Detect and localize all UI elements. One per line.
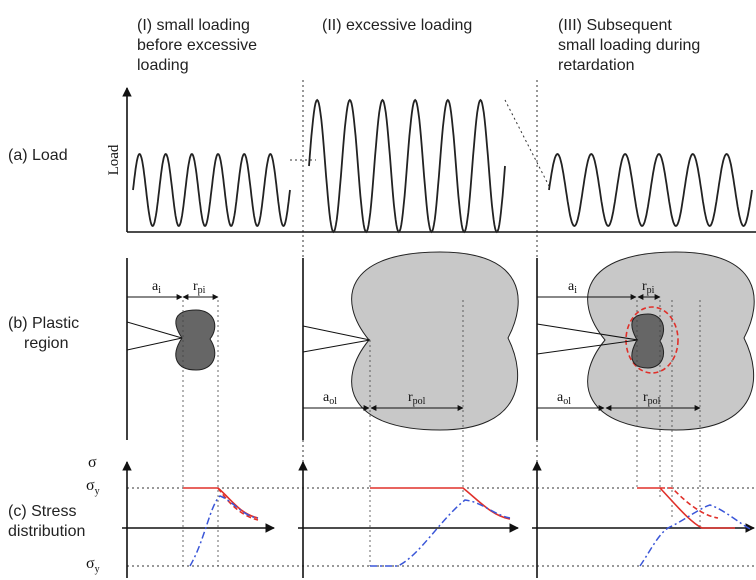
symbol-sub: pi bbox=[198, 285, 206, 296]
symbol: rpi bbox=[642, 279, 655, 296]
crack bbox=[536, 323, 639, 355]
symbol-main: r bbox=[193, 279, 198, 294]
load-waves bbox=[132, 98, 753, 234]
symbol-main: σ bbox=[86, 555, 95, 572]
row-label: (b) Plastic region bbox=[8, 315, 84, 352]
symbol: aol bbox=[557, 390, 571, 407]
symbol-sub: i bbox=[158, 285, 161, 296]
new-plastic-zone bbox=[625, 306, 679, 374]
load-wave bbox=[308, 98, 506, 234]
symbol: σy bbox=[86, 477, 100, 497]
symbol-main: r bbox=[642, 279, 647, 294]
line: region bbox=[24, 335, 68, 352]
symbol-sub: i bbox=[574, 285, 577, 296]
stress-curve bbox=[637, 487, 735, 529]
connector bbox=[290, 99, 550, 187]
crack bbox=[126, 321, 183, 351]
symbol-sub: pol bbox=[648, 396, 661, 407]
stress-curve bbox=[370, 487, 511, 520]
symbol: rpol bbox=[408, 390, 426, 407]
stress-curve bbox=[189, 495, 259, 567]
stress-axes bbox=[122, 461, 755, 578]
column-header: (I) small loading before excessive loadi… bbox=[137, 17, 262, 74]
line: (c) Stress bbox=[8, 503, 76, 520]
symbol-main: a bbox=[568, 279, 575, 294]
line: (II) excessive loading bbox=[322, 17, 472, 34]
line: (III) Subsequent bbox=[558, 17, 672, 34]
symbol: ai bbox=[152, 279, 161, 296]
line: before excessive bbox=[137, 37, 257, 54]
row-label: (a) Load bbox=[8, 147, 68, 164]
stress-curves bbox=[183, 487, 753, 567]
plastic-panel: ai rpi aol rpol bbox=[536, 251, 755, 440]
symbol-main: σ bbox=[86, 477, 95, 494]
symbol-sub: ol bbox=[329, 396, 337, 407]
symbol-sub: y bbox=[95, 486, 100, 497]
stress-curve bbox=[639, 504, 753, 567]
stress-curve bbox=[217, 487, 259, 521]
plastic-panel: aol rpol bbox=[302, 251, 519, 440]
plastic-panel: ai rpi bbox=[126, 258, 219, 440]
symbol: rpi bbox=[193, 279, 206, 296]
line: (b) Plastic bbox=[8, 315, 79, 332]
line: loading bbox=[137, 57, 189, 74]
symbol-main: a bbox=[323, 390, 330, 405]
column-header: (III) Subsequent small loading during re… bbox=[558, 17, 705, 74]
symbol: σy bbox=[86, 555, 100, 575]
load-wave bbox=[132, 152, 291, 228]
line: distribution bbox=[8, 523, 85, 540]
axis-label: Load bbox=[106, 144, 122, 175]
symbol: σ bbox=[88, 454, 97, 471]
symbol-sub: pi bbox=[647, 285, 655, 296]
symbol: aol bbox=[323, 390, 337, 407]
line: (I) small loading bbox=[137, 17, 250, 34]
symbol-main: r bbox=[643, 390, 648, 405]
plastic-zone bbox=[175, 309, 216, 371]
line: small loading during bbox=[558, 37, 700, 54]
stress-curve bbox=[660, 487, 719, 519]
crack bbox=[302, 325, 371, 353]
symbol-main: a bbox=[152, 279, 159, 294]
plastic-zone bbox=[587, 251, 755, 431]
row-label: (c) Stress distribution bbox=[8, 503, 85, 540]
line: (a) Load bbox=[8, 147, 68, 164]
plastic-zone bbox=[351, 251, 519, 431]
column-header: (II) excessive loading bbox=[322, 17, 472, 34]
load-wave bbox=[548, 153, 753, 227]
symbol-sub: pol bbox=[413, 396, 426, 407]
symbol-sub: y bbox=[95, 564, 100, 575]
sigma-y-level bbox=[127, 487, 756, 567]
symbol-main: r bbox=[408, 390, 413, 405]
symbol: rpol bbox=[643, 390, 661, 407]
stress-curve bbox=[370, 499, 511, 567]
line: retardation bbox=[558, 57, 635, 74]
symbol: ai bbox=[568, 279, 577, 296]
symbol-main: a bbox=[557, 390, 564, 405]
symbol-sub: ol bbox=[563, 396, 571, 407]
guide-lines bbox=[182, 300, 701, 566]
